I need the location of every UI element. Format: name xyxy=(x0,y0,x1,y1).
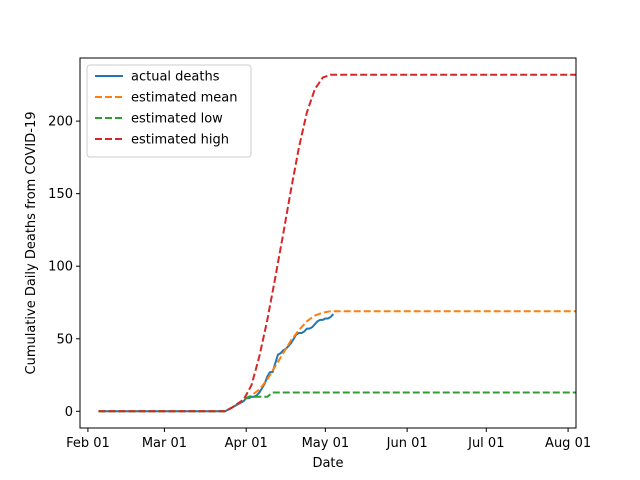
x-axis-ticks: Feb 01 Mar 01 Apr 01 May 01 Jun 01 Jul 01 Aug … xyxy=(66,428,591,451)
legend-label-0: actual deaths xyxy=(131,70,220,85)
x-tick-label: Apr 01 xyxy=(225,436,268,451)
x-tick-label: May 01 xyxy=(302,436,350,451)
x-axis-label: Date xyxy=(312,456,343,471)
x-tick-label: Aug 01 xyxy=(545,436,591,451)
y-tick-label: 100 xyxy=(48,260,73,275)
y-axis-ticks: 0 50 100 150 200 xyxy=(48,115,80,420)
legend-box xyxy=(86,64,252,158)
series-layer xyxy=(98,73,576,413)
y-tick-label: 50 xyxy=(56,332,73,347)
legend-label-3: estimated high xyxy=(131,133,229,148)
series-line-2 xyxy=(98,391,576,413)
y-tick-label: 200 xyxy=(48,115,73,130)
x-tick-label: Feb 01 xyxy=(66,436,110,451)
y-axis-label: Cumulative Daily Deaths from COVID-19 xyxy=(24,111,39,374)
y-tick-label: 0 xyxy=(65,405,73,420)
x-tick-label: Jul 01 xyxy=(467,436,504,451)
x-tick-label: Mar 01 xyxy=(142,436,187,451)
legend: actual deaths estimated mean estimated low… xyxy=(86,64,252,158)
legend-label-2: estimated low xyxy=(131,112,223,127)
y-tick-label: 150 xyxy=(48,187,73,202)
x-tick-label: Jun 01 xyxy=(386,436,428,451)
plot-frame xyxy=(79,57,577,429)
legend-label-1: estimated mean xyxy=(131,91,237,106)
series-line-3 xyxy=(98,73,576,413)
